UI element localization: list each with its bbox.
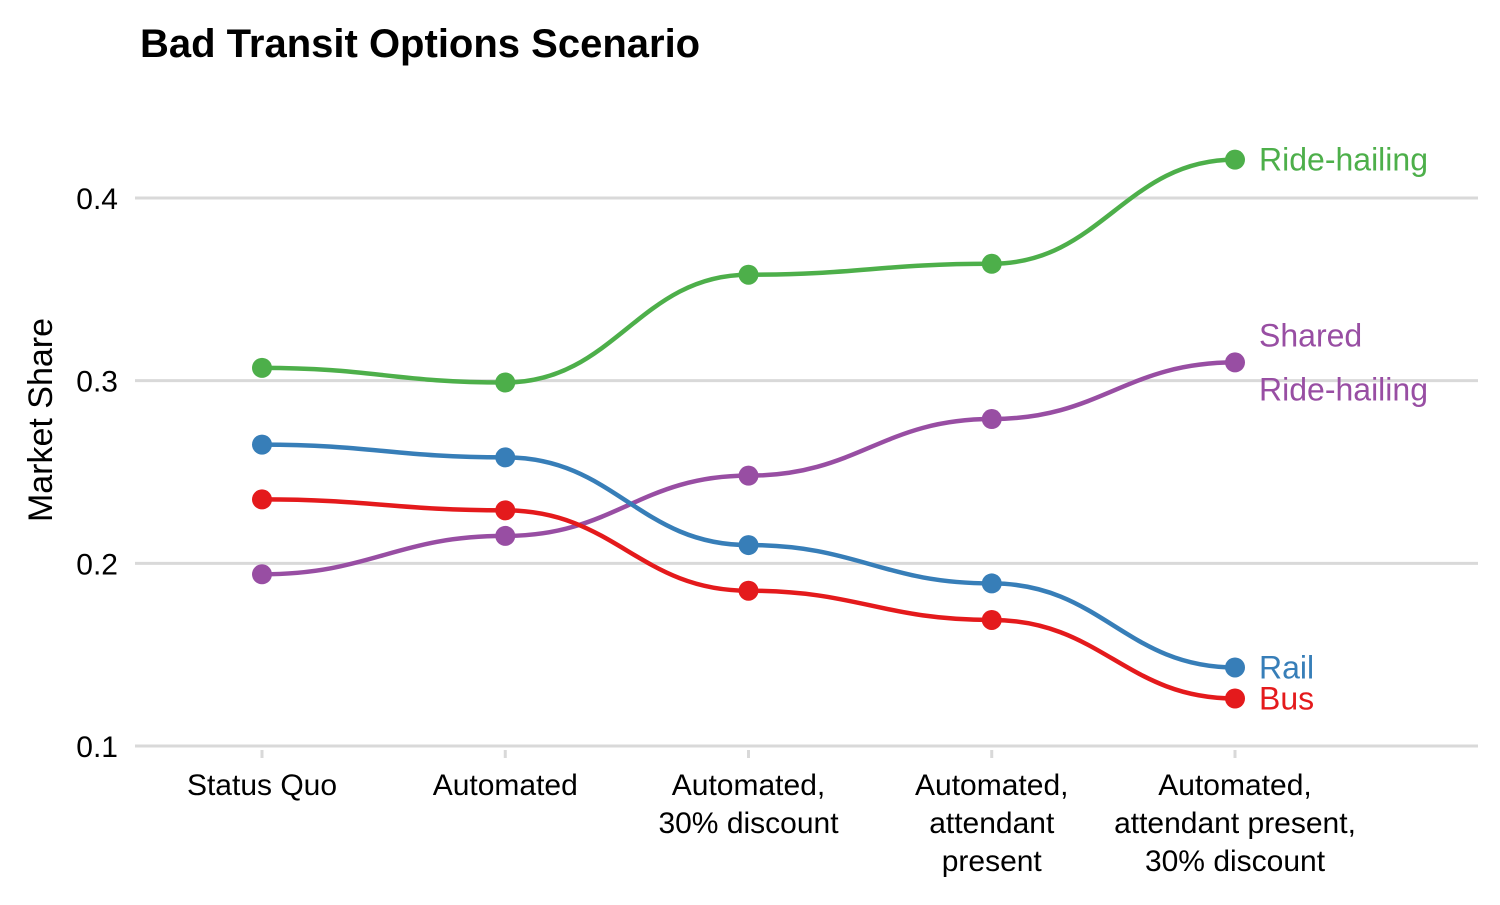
- data-point-rail: [738, 535, 759, 556]
- data-point-bus: [495, 500, 516, 521]
- data-point-bus: [252, 489, 272, 510]
- data-point-ride_hailing: [981, 253, 1002, 274]
- x-tick-label: Status Quo: [187, 769, 337, 802]
- data-point-bus: [1225, 688, 1245, 709]
- data-point-ride_hailing: [495, 372, 516, 393]
- y-tick-label: 0.1: [76, 731, 118, 764]
- x-tick-label: Automated, attendant present: [915, 769, 1068, 878]
- y-axis-ticks: 0.1 0.2 0.3 0.4: [76, 183, 118, 764]
- data-point-bus: [738, 580, 759, 601]
- data-point-shared: [1225, 352, 1245, 373]
- y-axis-label: Market Share: [22, 318, 60, 522]
- series-label-bus: Bus: [1259, 681, 1314, 717]
- data-point-rail: [1225, 657, 1245, 678]
- data-point-rail: [495, 447, 516, 468]
- data-point-rail: [981, 573, 1002, 594]
- x-tick-label: Automated: [433, 769, 578, 802]
- chart-title: Bad Transit Options Scenario: [140, 22, 700, 66]
- y-tick-label: 0.4: [76, 183, 118, 216]
- series-label-ride_hailing: Ride-hailing: [1259, 142, 1428, 178]
- y-tick-label: 0.2: [76, 548, 118, 581]
- data-point-ride_hailing: [738, 264, 759, 285]
- x-axis-ticks: Status Quo Automated Automated, 30% discoun…: [187, 750, 1356, 878]
- data-point-ride_hailing: [1225, 149, 1245, 170]
- data-point-bus: [981, 609, 1002, 630]
- series-label-rail: Rail: [1259, 649, 1314, 685]
- data-point-shared: [981, 409, 1002, 430]
- x-tick-label: Automated, attendant present, 30% discount: [1114, 769, 1356, 878]
- data-point-rail: [252, 434, 272, 455]
- series-label-shared: Shared Ride-hailing: [1259, 317, 1428, 407]
- y-tick-label: 0.3: [76, 366, 118, 399]
- data-point-shared: [738, 465, 759, 486]
- data-point-shared: [495, 525, 516, 546]
- data-point-ride_hailing: [252, 357, 272, 378]
- data-point-shared: [252, 564, 272, 585]
- x-tick-label: Automated, 30% discount: [658, 769, 839, 840]
- series-lines: [252, 149, 1245, 709]
